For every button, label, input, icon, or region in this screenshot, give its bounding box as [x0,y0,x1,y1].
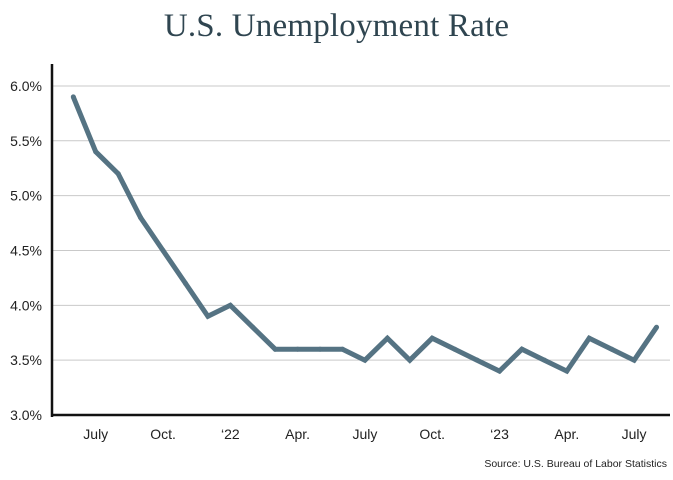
data-point [541,357,547,363]
data-point [250,324,256,330]
data-point [317,346,323,352]
data-point [160,247,166,253]
data-point [182,280,188,286]
x-tick-label: July [622,426,647,442]
y-tick-label: 3.5% [10,352,42,368]
y-tick-label: 4.5% [10,242,42,258]
x-tick-label: Apr. [554,426,579,442]
axes [50,64,670,417]
data-point [609,346,615,352]
series-line [70,95,659,375]
data-point [474,357,480,363]
data-point [654,324,660,330]
data-point [586,335,592,341]
data-point [205,313,211,319]
series-layer [70,94,660,375]
y-tick-label: 6.0% [10,78,42,94]
x-tick-label: ‘23 [490,426,509,442]
data-point [272,346,278,352]
source-note: Source: U.S. Bureau of Labor Statistics [484,458,667,470]
data-point [452,346,458,352]
x-tick-label: Oct. [150,426,176,442]
data-point [115,171,121,177]
x-tick-label: Oct. [419,426,445,442]
data-point [564,368,570,374]
data-point [497,368,503,374]
x-tick-label: July [83,426,108,442]
x-tick-labels: July Oct. ‘22 Apr. July Oct. ‘23 Apr. July [83,426,646,442]
gridlines [52,85,670,361]
data-point [429,335,435,341]
data-point [631,357,637,363]
data-point [339,346,345,352]
y-tick-label: 3.0% [10,407,42,423]
y-tick-label: 5.5% [10,133,42,149]
y-tick-labels: 3.0% 3.5% 4.0% 4.5% 5.0% 5.5% 6.0% [10,78,42,423]
data-point [227,302,233,308]
x-tick-label: July [352,426,377,442]
data-point [138,215,144,221]
data-point [519,346,525,352]
chart-title: U.S. Unemployment Rate [163,8,510,44]
data-point [93,149,99,155]
data-point [407,357,413,363]
x-tick-label: ‘22 [221,426,240,442]
y-tick-label: 5.0% [10,188,42,204]
x-tick-label: Apr. [285,426,310,442]
data-point [384,335,390,341]
data-point [295,346,301,352]
data-point [70,94,76,100]
y-tick-label: 4.0% [10,297,42,313]
data-point [362,357,368,363]
